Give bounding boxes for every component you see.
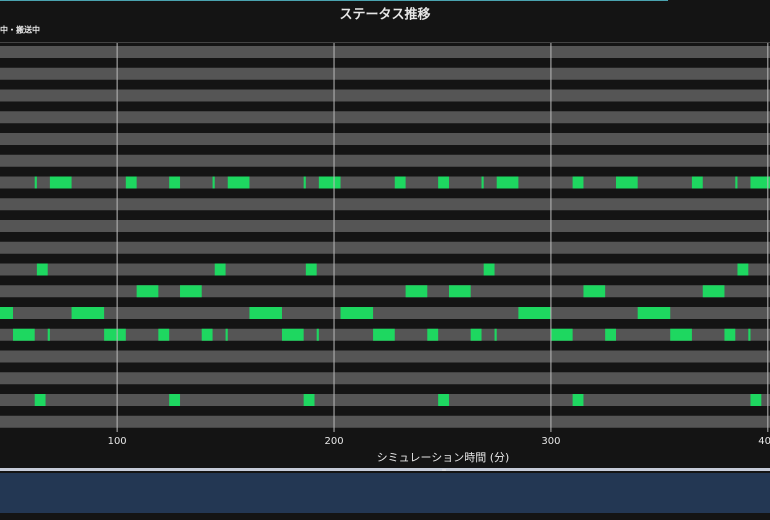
row-track (0, 350, 770, 363)
status-segment (49, 176, 72, 189)
row-track (0, 285, 770, 298)
status-segment (169, 176, 181, 189)
navigator-border (0, 468, 770, 471)
row-track (0, 133, 770, 145)
row-track (0, 307, 770, 319)
row-track (0, 46, 770, 58)
x-tick-label: 200 (324, 436, 343, 447)
status-segment (318, 176, 341, 189)
navigator[interactable] (0, 473, 770, 513)
status-segment (670, 328, 692, 341)
navigator-handle[interactable]: = (441, 467, 446, 474)
status-segment (305, 263, 317, 276)
row-track (0, 241, 770, 254)
row-track (0, 372, 770, 385)
row-track (0, 111, 770, 124)
x-tick-label: 300 (541, 436, 560, 447)
chart-title: ステータス推移 (339, 7, 430, 23)
x-tick-label: 100 (108, 436, 127, 447)
status-segment (748, 328, 751, 341)
status-segment (737, 263, 749, 276)
status-segment (572, 176, 584, 189)
status-segment (214, 263, 226, 276)
row-track (0, 67, 770, 80)
status-segment (483, 263, 495, 276)
status-segment (724, 328, 736, 341)
status-segment (281, 328, 304, 341)
status-segment (750, 394, 762, 406)
status-segment (34, 176, 37, 189)
row-track (0, 394, 770, 406)
status-segment (616, 176, 638, 189)
status-segment (605, 328, 616, 341)
legend-label: 中・搬送中 (0, 25, 40, 35)
status-segment (438, 176, 449, 189)
row-track (0, 415, 770, 428)
status-segment (691, 176, 703, 189)
status-segment (340, 307, 374, 319)
status-segment (637, 307, 671, 319)
x-axis-label: シミュレーション時間 (分) (377, 451, 510, 464)
status-segment (448, 285, 471, 298)
status-segment (71, 307, 105, 319)
status-segment (201, 328, 213, 341)
status-segment (169, 394, 181, 406)
row-track (0, 176, 770, 189)
status-segment (494, 328, 497, 341)
status-segment (47, 328, 50, 341)
plot-area (0, 43, 770, 432)
status-segment (583, 285, 606, 298)
status-segment (750, 176, 770, 189)
status-segment (36, 263, 48, 276)
status-segment (481, 176, 484, 189)
status-segment (212, 176, 215, 189)
status-segment (303, 394, 315, 406)
status-segment (496, 176, 519, 189)
status-segment (158, 328, 170, 341)
row-track (0, 263, 770, 276)
status-segment (438, 394, 449, 406)
row-track (0, 198, 770, 211)
status-segment (373, 328, 395, 341)
status-segment (0, 307, 14, 319)
row-track (0, 220, 770, 232)
status-segment (180, 285, 202, 298)
status-segment (405, 285, 428, 298)
x-tick-label: 400 (758, 436, 770, 447)
status-segment (125, 176, 137, 189)
status-segment (427, 328, 439, 341)
status-segment (470, 328, 482, 341)
status-segment (13, 328, 35, 341)
status-segment (34, 394, 46, 406)
status-segment (394, 176, 406, 189)
status-segment (249, 307, 282, 319)
status-segment (572, 394, 584, 406)
row-track (0, 89, 770, 102)
status-segment (227, 176, 250, 189)
row-track (0, 154, 770, 167)
status-segment (550, 328, 573, 341)
status-segment (735, 176, 738, 189)
status-segment (316, 328, 319, 341)
status-segment (518, 307, 551, 319)
status-segment (104, 328, 126, 341)
status-segment (303, 176, 306, 189)
status-segment (702, 285, 725, 298)
status-segment (136, 285, 159, 298)
status-segment (225, 328, 228, 341)
